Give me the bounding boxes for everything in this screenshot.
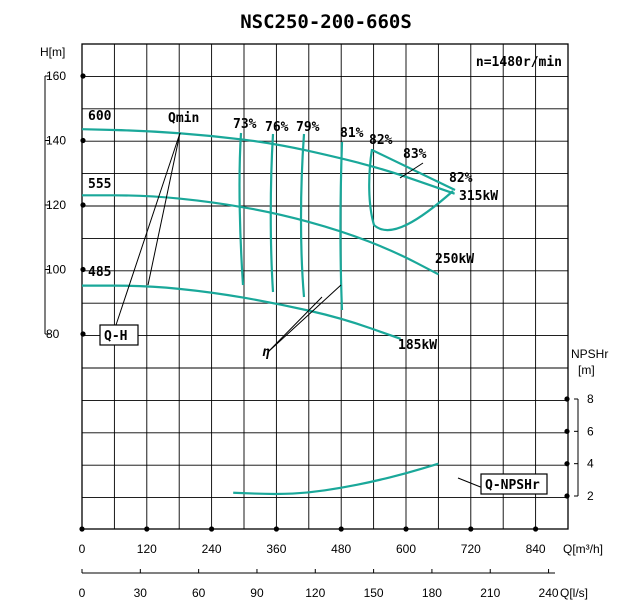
npsh-tick-label: 6 [587,424,594,438]
npsh-axis-unit: [m] [578,363,595,377]
x-tick-dot [209,526,215,532]
npsh-tick-label: 4 [587,457,594,471]
grid [82,44,568,529]
x-tick-label-ls: 90 [250,586,264,600]
npsh-tick-dot [564,461,570,467]
curves [81,128,455,496]
efficiency-label-76: 76% [265,120,289,135]
x-tick-dot [273,526,279,532]
npsh-axis: 8 6 4 2 [564,392,594,503]
leader-lines [115,132,484,489]
x-tick-label-m3h: 240 [202,542,222,556]
head-axis: 160 140 120 100 80 [44,69,86,341]
efficiency-curves [238,132,456,311]
series-curve-0 [81,128,455,195]
x-tick-dot [144,526,150,532]
x-tick-dot [403,526,409,532]
npsh-tick-dot [564,493,570,499]
efficiency-label-81: 81% [340,126,364,141]
qh-label: Q-H [104,329,127,344]
npsh-tick-dot [564,428,570,434]
x-tick-label-ls: 0 [79,586,86,600]
speed-label: n=1480r/min [476,55,562,70]
x-axes: 0 120 240 360 480 600 720 840 0 30 60 90 120 150 180 21… [79,526,559,600]
impeller-label-555: 555 [88,177,111,192]
x-tick-label-m3h: 840 [526,542,546,556]
head-tick-label: 120 [46,198,66,212]
x-tick-label-m3h: 120 [137,542,157,556]
power-label-250: 250kW [435,252,474,267]
power-label-315: 315kW [459,189,498,204]
qmin-label: Qmin [168,111,199,126]
npsh-tick-dot [564,396,570,402]
efficiency-label-82b: 82% [449,171,473,186]
impeller-label-600: 600 [88,109,112,124]
eta-label: η [262,345,270,360]
x-tick-label-m3h: 360 [266,542,286,556]
x-tick-label-ls: 240 [539,586,559,600]
head-tick-label: 80 [46,327,60,341]
series-curve-1 [81,194,439,276]
x-tick-label-ls: 60 [192,586,206,600]
qh-box: Q-H [99,324,139,346]
head-axis-label: H[m] [40,45,65,59]
x-tick-label-m3h: 600 [396,542,416,556]
head-tick-dot [80,331,86,337]
head-tick-label: 160 [46,69,66,83]
x-tick-dot [533,526,539,532]
chart-title: NSC250-200-660S [240,11,412,33]
head-tick-dot [80,202,86,208]
power-label-185: 185kW [398,338,437,353]
npsh-axis-label: NPSHr [571,347,608,361]
x-tick-label-m3h: 720 [461,542,481,556]
x-tick-dot [338,526,344,532]
x-tick-label-ls: 210 [480,586,500,600]
x-axis-label-ls: Q[l/s] [560,586,588,600]
efficiency-label-73: 73% [233,117,257,132]
x-tick-label-ls: 30 [134,586,148,600]
series-curve-3 [233,462,439,496]
efficiency-label-82a: 82% [369,133,393,148]
x-tick-dot [468,526,474,532]
npsh-box-label: Q-NPSHr [485,478,540,493]
x-tick-label-ls: 180 [422,586,442,600]
impeller-label-485: 485 [88,265,111,280]
head-tick-label: 140 [46,134,66,148]
x-tick-label-ls: 120 [305,586,325,600]
npsh-tick-label: 8 [587,392,594,406]
head-tick-label: 100 [46,263,66,277]
head-tick-dot [80,266,86,273]
npsh-box: Q-NPSHr [480,473,548,495]
npsh-tick-label: 2 [587,489,594,503]
x-axis-label-m3h: Q[m³/h] [563,542,603,556]
x-tick-label-m3h: 0 [79,542,86,556]
x-tick-label-ls: 150 [364,586,384,600]
efficiency-label-79: 79% [296,120,320,135]
series-curve-2 [82,284,401,340]
efficiency-label-83: 83% [403,147,427,162]
x-tick-label-m3h: 480 [331,542,351,556]
head-tick-dot [80,73,86,79]
head-tick-dot [80,137,86,144]
x-tick-dot [79,526,85,532]
